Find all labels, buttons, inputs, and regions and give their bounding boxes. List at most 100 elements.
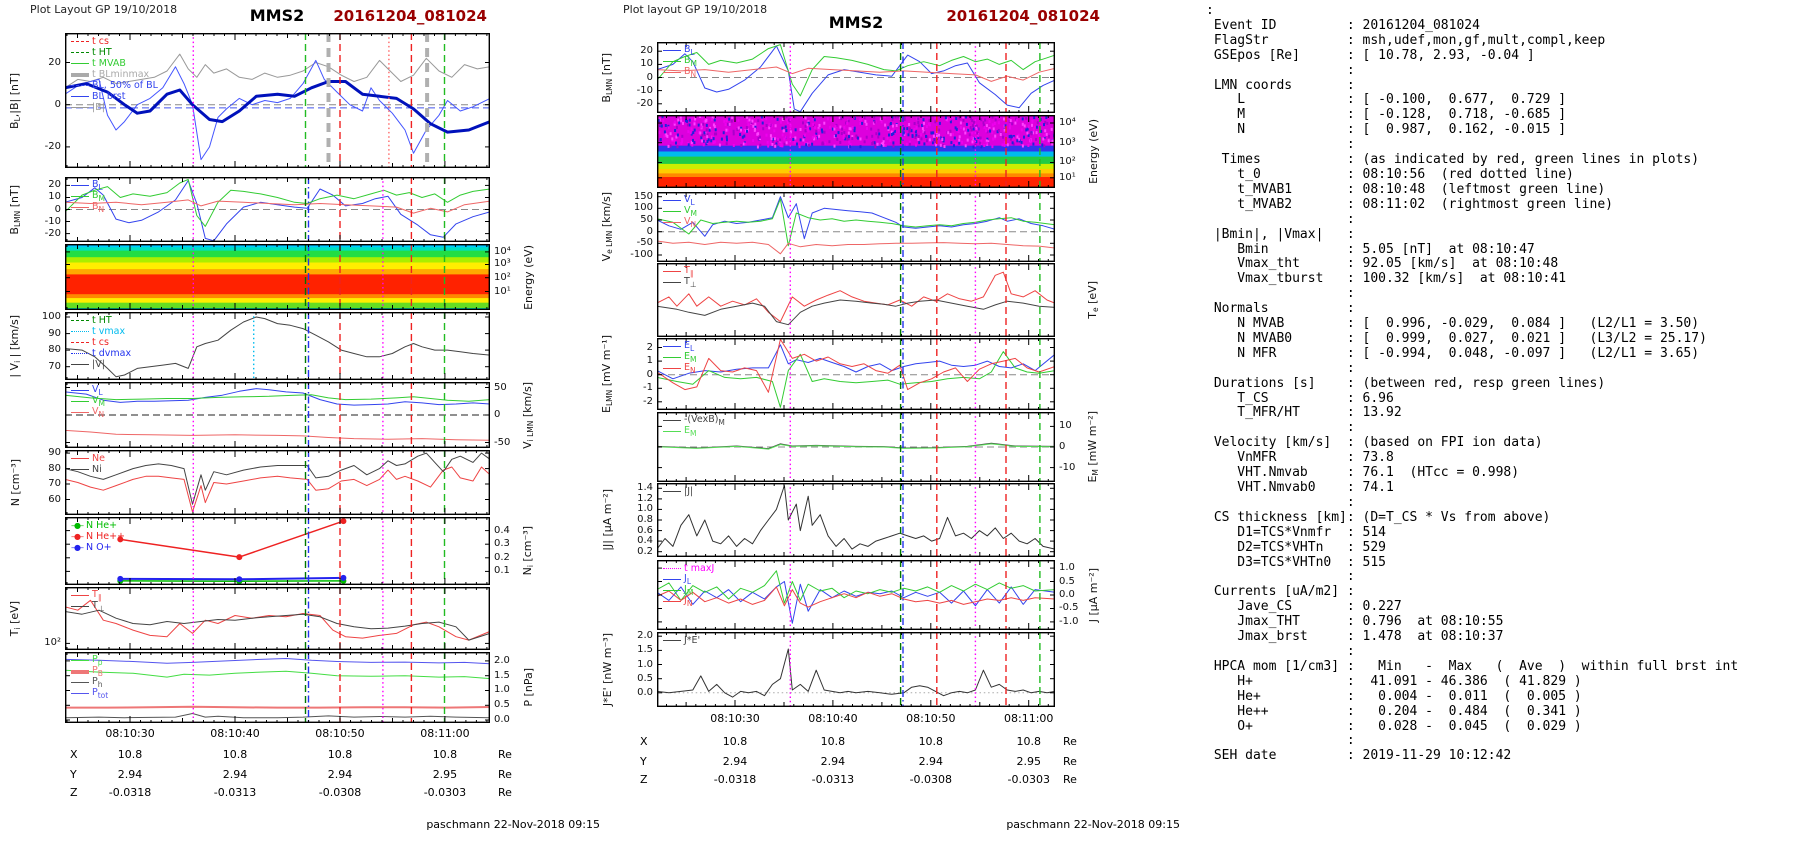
left-plot-column: Plot Layout GP 19/10/2018 MMS2 20161204_… xyxy=(0,0,600,841)
coord-row-label: Y xyxy=(70,768,77,781)
ytick-b-lmn: -10 xyxy=(636,84,653,96)
spacecraft-title-left: MMS2 xyxy=(249,6,305,25)
ytick-b-lmn: 10 xyxy=(640,58,653,70)
ytick-b-lmn: 0 xyxy=(646,71,653,83)
ylabel-text: Ve LMN [km/s] xyxy=(599,192,615,262)
right-label-ion-spectrogram: Energy (eV) xyxy=(520,244,536,310)
right-label-text: Energy (eV) xyxy=(521,244,535,310)
rtick-minor-ion-density: 0.4 xyxy=(494,524,510,536)
coord-row-label: X xyxy=(640,735,648,748)
panel-ti xyxy=(65,587,490,650)
rtick-e-spectrogram: 10² xyxy=(1059,156,1076,168)
coord-value: -0.0303 xyxy=(1007,773,1050,786)
rtick-em-vexb: -10 xyxy=(1059,461,1076,473)
coord-value: 10.8 xyxy=(117,748,143,761)
coord-value: 10.8 xyxy=(222,748,248,761)
ylabel-bl-b: BL,|B| [nT] xyxy=(7,33,23,168)
ytick-bl-b: -20 xyxy=(44,140,61,152)
coord-value: 2.94 xyxy=(117,768,143,781)
ylabel-text: BL,|B| [nT] xyxy=(7,72,23,129)
coord-value: 10.8 xyxy=(820,735,846,748)
ylabel-e-lmn: ELMN [mV m⁻¹] xyxy=(599,335,615,413)
right-label-text: EM [mW m⁻²] xyxy=(1085,411,1101,483)
coord-unit: Re xyxy=(498,748,512,761)
rtick-v-lmn: 50 xyxy=(494,381,507,393)
right-label-text: P [nPa] xyxy=(521,668,535,707)
ytick-ve-lmn: -50 xyxy=(636,237,653,249)
ytick-e-lmn: -2 xyxy=(643,395,653,407)
coord-value: 2.94 xyxy=(327,768,353,781)
panel-e-lmn xyxy=(657,338,1055,410)
panel-pressure xyxy=(65,652,490,723)
right-label-j-lmn: J [μA m⁻²] xyxy=(1085,560,1101,630)
rtick-ion-spectrogram: 10² xyxy=(494,271,511,283)
coord-row-label: X xyxy=(70,748,78,761)
rtick-em-vexb: 10 xyxy=(1059,420,1072,432)
coord-unit: Re xyxy=(498,786,512,799)
rtick-ion-spectrogram: 10⁴ xyxy=(494,245,511,257)
ytick-vi-mag: 90 xyxy=(48,327,61,339)
rtick-minor-ion-density: 0.2 xyxy=(494,551,510,563)
coord-value: 10.8 xyxy=(327,748,353,761)
coord-unit: Re xyxy=(498,768,512,781)
event-id-mid: 20161204_081024 xyxy=(946,7,1100,25)
ytick-density: 90 xyxy=(48,447,61,459)
ytick-b-lmn: 20 xyxy=(640,45,653,57)
ytick-j-mag: 1.4 xyxy=(637,482,653,494)
ytick-density: 80 xyxy=(48,462,61,474)
panel-ion-spectrogram xyxy=(65,244,490,310)
right-label-minor-ion-density: Ni [cm⁻³] xyxy=(520,517,536,585)
ytick-ve-lmn: 50 xyxy=(640,214,653,225)
ytick-j-mag: 0.8 xyxy=(637,514,653,525)
right-label-te: Te [eV] xyxy=(1085,263,1101,337)
spacecraft-title-mid: MMS2 xyxy=(828,13,884,32)
ytick-j-mag: 1.2 xyxy=(637,492,653,504)
coord-value: -0.0318 xyxy=(713,773,757,786)
ytick-j-mag: 0.2 xyxy=(637,545,653,557)
time-tick-label: 08:10:50 xyxy=(315,727,365,740)
coord-unit: Re xyxy=(1063,773,1077,786)
ytick-b-lmn: 20 xyxy=(48,179,61,191)
coord-value: 2.94 xyxy=(222,768,248,781)
ylabel-ti: Ti [eV] xyxy=(7,587,23,650)
plot-layout-label-mid: Plot layout GP 19/10/2018 xyxy=(623,3,768,16)
coord-value: -0.0308 xyxy=(318,786,362,799)
ytick-bl-b: 0 xyxy=(54,98,61,110)
ytick-jdote: 0.5 xyxy=(637,672,653,684)
time-tick-label: 08:11:00 xyxy=(1004,712,1054,725)
ytick-vi-mag: 100 xyxy=(41,310,61,322)
rtick-v-lmn: 0 xyxy=(494,409,501,420)
ytick-vi-mag: 70 xyxy=(48,360,61,372)
ytick-density: 70 xyxy=(48,478,61,490)
ylabel-ve-lmn: Ve LMN [km/s] xyxy=(599,192,615,262)
coord-value: 2.95 xyxy=(1016,755,1041,768)
ylabel-b-lmn: BLMN [nT] xyxy=(599,42,615,113)
panel-j-mag xyxy=(657,483,1055,557)
rtick-em-vexb: 0 xyxy=(1059,441,1066,452)
right-label-text: Vi LMN [km/s] xyxy=(520,381,536,449)
panel-e-spectrogram xyxy=(657,115,1055,188)
time-tick-label: 08:10:40 xyxy=(210,727,260,740)
ytick-vi-mag: 80 xyxy=(48,344,61,356)
coord-value: -0.0313 xyxy=(213,786,257,799)
rtick-e-spectrogram: 10³ xyxy=(1059,136,1076,148)
coord-value: 2.94 xyxy=(918,755,944,768)
panel-density xyxy=(65,450,490,515)
rtick-pressure: 0.5 xyxy=(494,699,510,711)
coord-row-label: Z xyxy=(640,773,648,786)
coord-value: -0.0308 xyxy=(909,773,953,786)
ytick-b-lmn: 10 xyxy=(48,191,61,203)
rtick-j-lmn: 0.0 xyxy=(1059,589,1075,600)
coord-row-label: Y xyxy=(640,755,647,768)
coord-unit: Re xyxy=(1063,755,1077,768)
ylabel-j-mag: |J| [μA m⁻²] xyxy=(599,483,615,557)
ytick-e-lmn: 1 xyxy=(646,355,653,367)
rtick-pressure: 1.5 xyxy=(494,669,510,681)
ytick-bl-b: 20 xyxy=(48,56,61,68)
time-tick-label: 08:11:00 xyxy=(420,727,470,740)
panel-b-lmn xyxy=(657,42,1055,113)
ytick-ve-lmn: -100 xyxy=(630,249,653,260)
ylabel-text: ELMN [mV m⁻¹] xyxy=(599,335,615,413)
coord-value: -0.0313 xyxy=(811,773,855,786)
